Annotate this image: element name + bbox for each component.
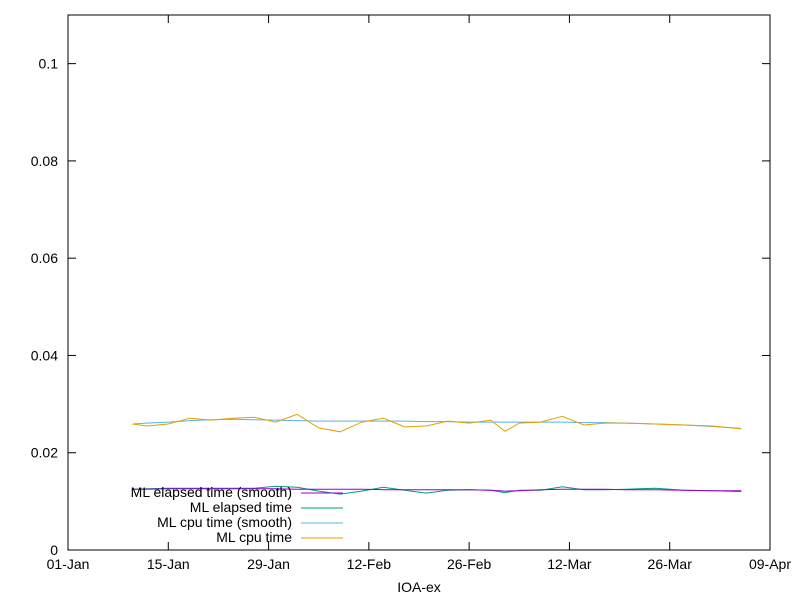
x-tick-label: 26-Mar xyxy=(648,556,693,572)
y-tick-label: 0.1 xyxy=(39,56,59,72)
x-tick-label: 26-Feb xyxy=(447,556,492,572)
series-line-0 xyxy=(132,488,742,492)
x-tick-label: 12-Mar xyxy=(547,556,592,572)
legend-label: ML cpu time (smooth) xyxy=(157,514,292,530)
legend-label: ML elapsed time (smooth) xyxy=(131,484,292,500)
y-tick-label: 0.04 xyxy=(31,347,58,363)
x-tick-label: 01-Jan xyxy=(47,556,90,572)
x-tick-label: 15-Jan xyxy=(147,556,190,572)
legend-label: ML cpu time xyxy=(216,529,292,545)
x-axis-label: IOA-ex xyxy=(397,579,441,595)
y-tick-label: 0.08 xyxy=(31,153,58,169)
legend: ML elapsed time (smooth)ML elapsed timeM… xyxy=(131,484,343,545)
series-line-3 xyxy=(132,413,742,433)
y-tick-label: 0.06 xyxy=(31,250,58,266)
y-tick-label: 0.02 xyxy=(31,445,58,461)
y-tick-label: 0 xyxy=(50,542,58,558)
x-tick-label: 12-Feb xyxy=(347,556,392,572)
plot-border xyxy=(67,14,771,551)
x-tick-label: 29-Jan xyxy=(247,556,290,572)
x-tick-label: 09-Apr xyxy=(749,556,791,572)
legend-label: ML elapsed time xyxy=(190,499,292,515)
